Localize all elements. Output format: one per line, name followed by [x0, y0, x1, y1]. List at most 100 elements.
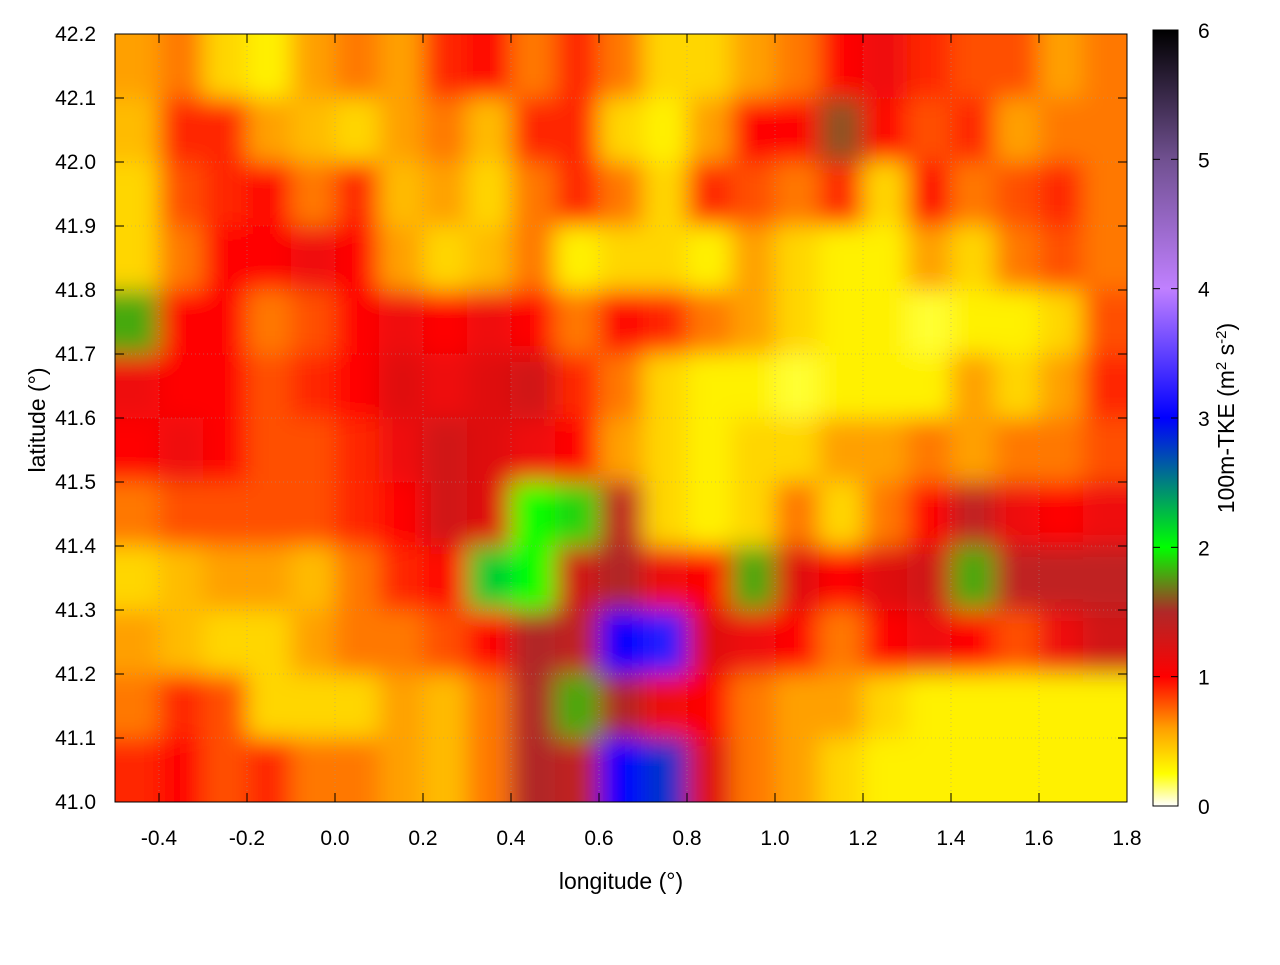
heatmap-cell [1083, 354, 1127, 419]
heatmap-cell [423, 34, 468, 99]
heatmap-cell [379, 674, 424, 739]
heatmap-cell [951, 354, 996, 419]
heatmap-cell [995, 226, 1040, 291]
heatmap-cell [335, 674, 380, 739]
colorbar-tick-label: 6 [1198, 20, 1210, 43]
heatmap-cell [291, 162, 336, 227]
heatmap-cell [379, 98, 424, 163]
heatmap-cell [247, 418, 292, 483]
heatmap-cell [423, 738, 468, 802]
heatmap-cell [555, 546, 600, 611]
heatmap-cell [907, 482, 952, 547]
heatmap-cell [335, 354, 380, 419]
heatmap-cell [643, 610, 688, 675]
heatmap-cell [995, 354, 1040, 419]
heatmap-cell [423, 674, 468, 739]
heatmap-cell [379, 290, 424, 355]
heatmap-cell [819, 98, 864, 163]
heatmap-cell [115, 482, 160, 547]
heatmap-cell [995, 418, 1040, 483]
heatmap-cell [159, 738, 204, 802]
heatmap-cell [511, 418, 556, 483]
heatmap-cell [335, 418, 380, 483]
heatmap-cell [467, 674, 512, 739]
heatmap-cell [203, 162, 248, 227]
heatmap-cell [731, 674, 776, 739]
heatmap-cell [863, 290, 908, 355]
heatmap-cell [555, 98, 600, 163]
heatmap-cell [643, 98, 688, 163]
heatmap-cell [467, 546, 512, 611]
heatmap-cell [599, 482, 644, 547]
heatmap-cell [599, 546, 644, 611]
y-tick-label: 41.3 [55, 599, 96, 622]
heatmap-cell [643, 738, 688, 802]
heatmap-cell [467, 98, 512, 163]
colorbar-tick-label: 0 [1198, 796, 1210, 819]
heatmap-cell [643, 674, 688, 739]
heatmap-cell [643, 290, 688, 355]
heatmap-cell [379, 34, 424, 99]
heatmap-cell [423, 546, 468, 611]
heatmap-cell [423, 354, 468, 419]
heatmap-cell [511, 610, 556, 675]
heatmap-cell [423, 290, 468, 355]
heatmap-cell [291, 98, 336, 163]
heatmap-cell [291, 290, 336, 355]
heatmap-cell [511, 354, 556, 419]
heatmap-cell [379, 546, 424, 611]
heatmap-cell [687, 162, 732, 227]
heatmap-cell [687, 482, 732, 547]
heatmap-cell [247, 354, 292, 419]
x-axis-label: longitude (°) [559, 868, 683, 894]
y-tick-label: 41.9 [55, 215, 96, 238]
heatmap-cell [643, 418, 688, 483]
heatmap-cell [247, 674, 292, 739]
heatmap-cell [907, 34, 952, 99]
heatmap-cell [643, 226, 688, 291]
heatmap-cell [599, 674, 644, 739]
heatmap-cell [687, 610, 732, 675]
heatmap-cell [599, 738, 644, 802]
x-tick-label: 0.8 [672, 827, 701, 850]
heatmap-cell [863, 482, 908, 547]
heatmap-cell [599, 34, 644, 99]
heatmap-cell [159, 354, 204, 419]
heatmap-cell [555, 290, 600, 355]
heatmap-cell [951, 674, 996, 739]
heatmap-cell [731, 162, 776, 227]
heatmap-cell [731, 354, 776, 419]
heatmap-cell [951, 290, 996, 355]
heatmap-cell [599, 610, 644, 675]
heatmap-cell [511, 34, 556, 99]
heatmap-cell [863, 546, 908, 611]
heatmap-cell [379, 738, 424, 802]
colorbar-label: 100m-TKE (m2 s-2) [1213, 323, 1240, 513]
heatmap-cell [1083, 226, 1127, 291]
heatmap-cell [159, 674, 204, 739]
heatmap-cell [863, 226, 908, 291]
heatmap-cell [951, 226, 996, 291]
heatmap-cell [775, 162, 820, 227]
heatmap-cell [731, 546, 776, 611]
x-tick-label: 0.0 [320, 827, 349, 850]
heatmap-cell [555, 610, 600, 675]
heatmap-cell [863, 98, 908, 163]
heatmap-cell [731, 98, 776, 163]
heatmap-cell [907, 226, 952, 291]
heatmap-cell [511, 290, 556, 355]
heatmap-cell [511, 482, 556, 547]
heatmap-cell [819, 162, 864, 227]
heatmap-cell [203, 610, 248, 675]
y-tick-label: 42.2 [55, 23, 96, 46]
heatmap-cell [555, 34, 600, 99]
heatmap-cell [687, 354, 732, 419]
x-tick-label: 0.2 [408, 827, 437, 850]
heatmap-cell [379, 226, 424, 291]
y-tick-label: 41.2 [55, 663, 96, 686]
heatmap-cell [203, 418, 248, 483]
heatmap-cell [335, 546, 380, 611]
heatmap-cell [731, 738, 776, 802]
heatmap-cell [995, 738, 1040, 802]
